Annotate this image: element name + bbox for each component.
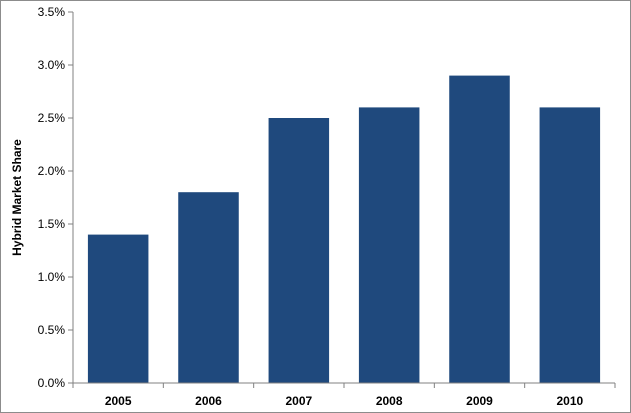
x-tick-label: 2009 <box>466 394 493 408</box>
bar-2008 <box>358 107 420 384</box>
y-tick-label: 3.5% <box>38 5 66 19</box>
y-tick-label: 1.5% <box>38 217 66 231</box>
y-tick-label: 0.0% <box>38 376 66 390</box>
y-tick-label: 3.0% <box>38 58 66 72</box>
x-tick-label: 2008 <box>376 394 403 408</box>
plot-background <box>73 12 615 383</box>
y-axis-ticks: 0.0% 0.5% 1.0% 1.5% 2.0% 2.5% 3.0% 3.5% <box>38 5 73 390</box>
bar-2010 <box>539 107 601 384</box>
y-tick-label: 2.5% <box>38 111 66 125</box>
y-tick-label: 2.0% <box>38 164 66 178</box>
x-tick-label: 2006 <box>195 394 222 408</box>
x-tick-label: 2005 <box>105 394 132 408</box>
y-tick-label: 1.0% <box>38 270 66 284</box>
bar-2005 <box>87 234 149 383</box>
x-tick-label: 2010 <box>556 394 583 408</box>
bar-2007 <box>268 118 330 383</box>
x-tick-label: 2007 <box>285 394 312 408</box>
y-tick-label: 0.5% <box>38 323 66 337</box>
bars-group <box>87 75 601 384</box>
bar-2006 <box>178 192 239 383</box>
plot-area: 0.0%0.5%1.0%1.5%2.0%2.5%3.0%3.5% 2005 200… <box>38 5 616 408</box>
x-axis-ticks: 2005 2006 2007 2008 2009 2010 <box>72 383 616 408</box>
bar-2009 <box>449 75 510 383</box>
y-axis-title: Hybrid Market Share <box>10 139 24 256</box>
